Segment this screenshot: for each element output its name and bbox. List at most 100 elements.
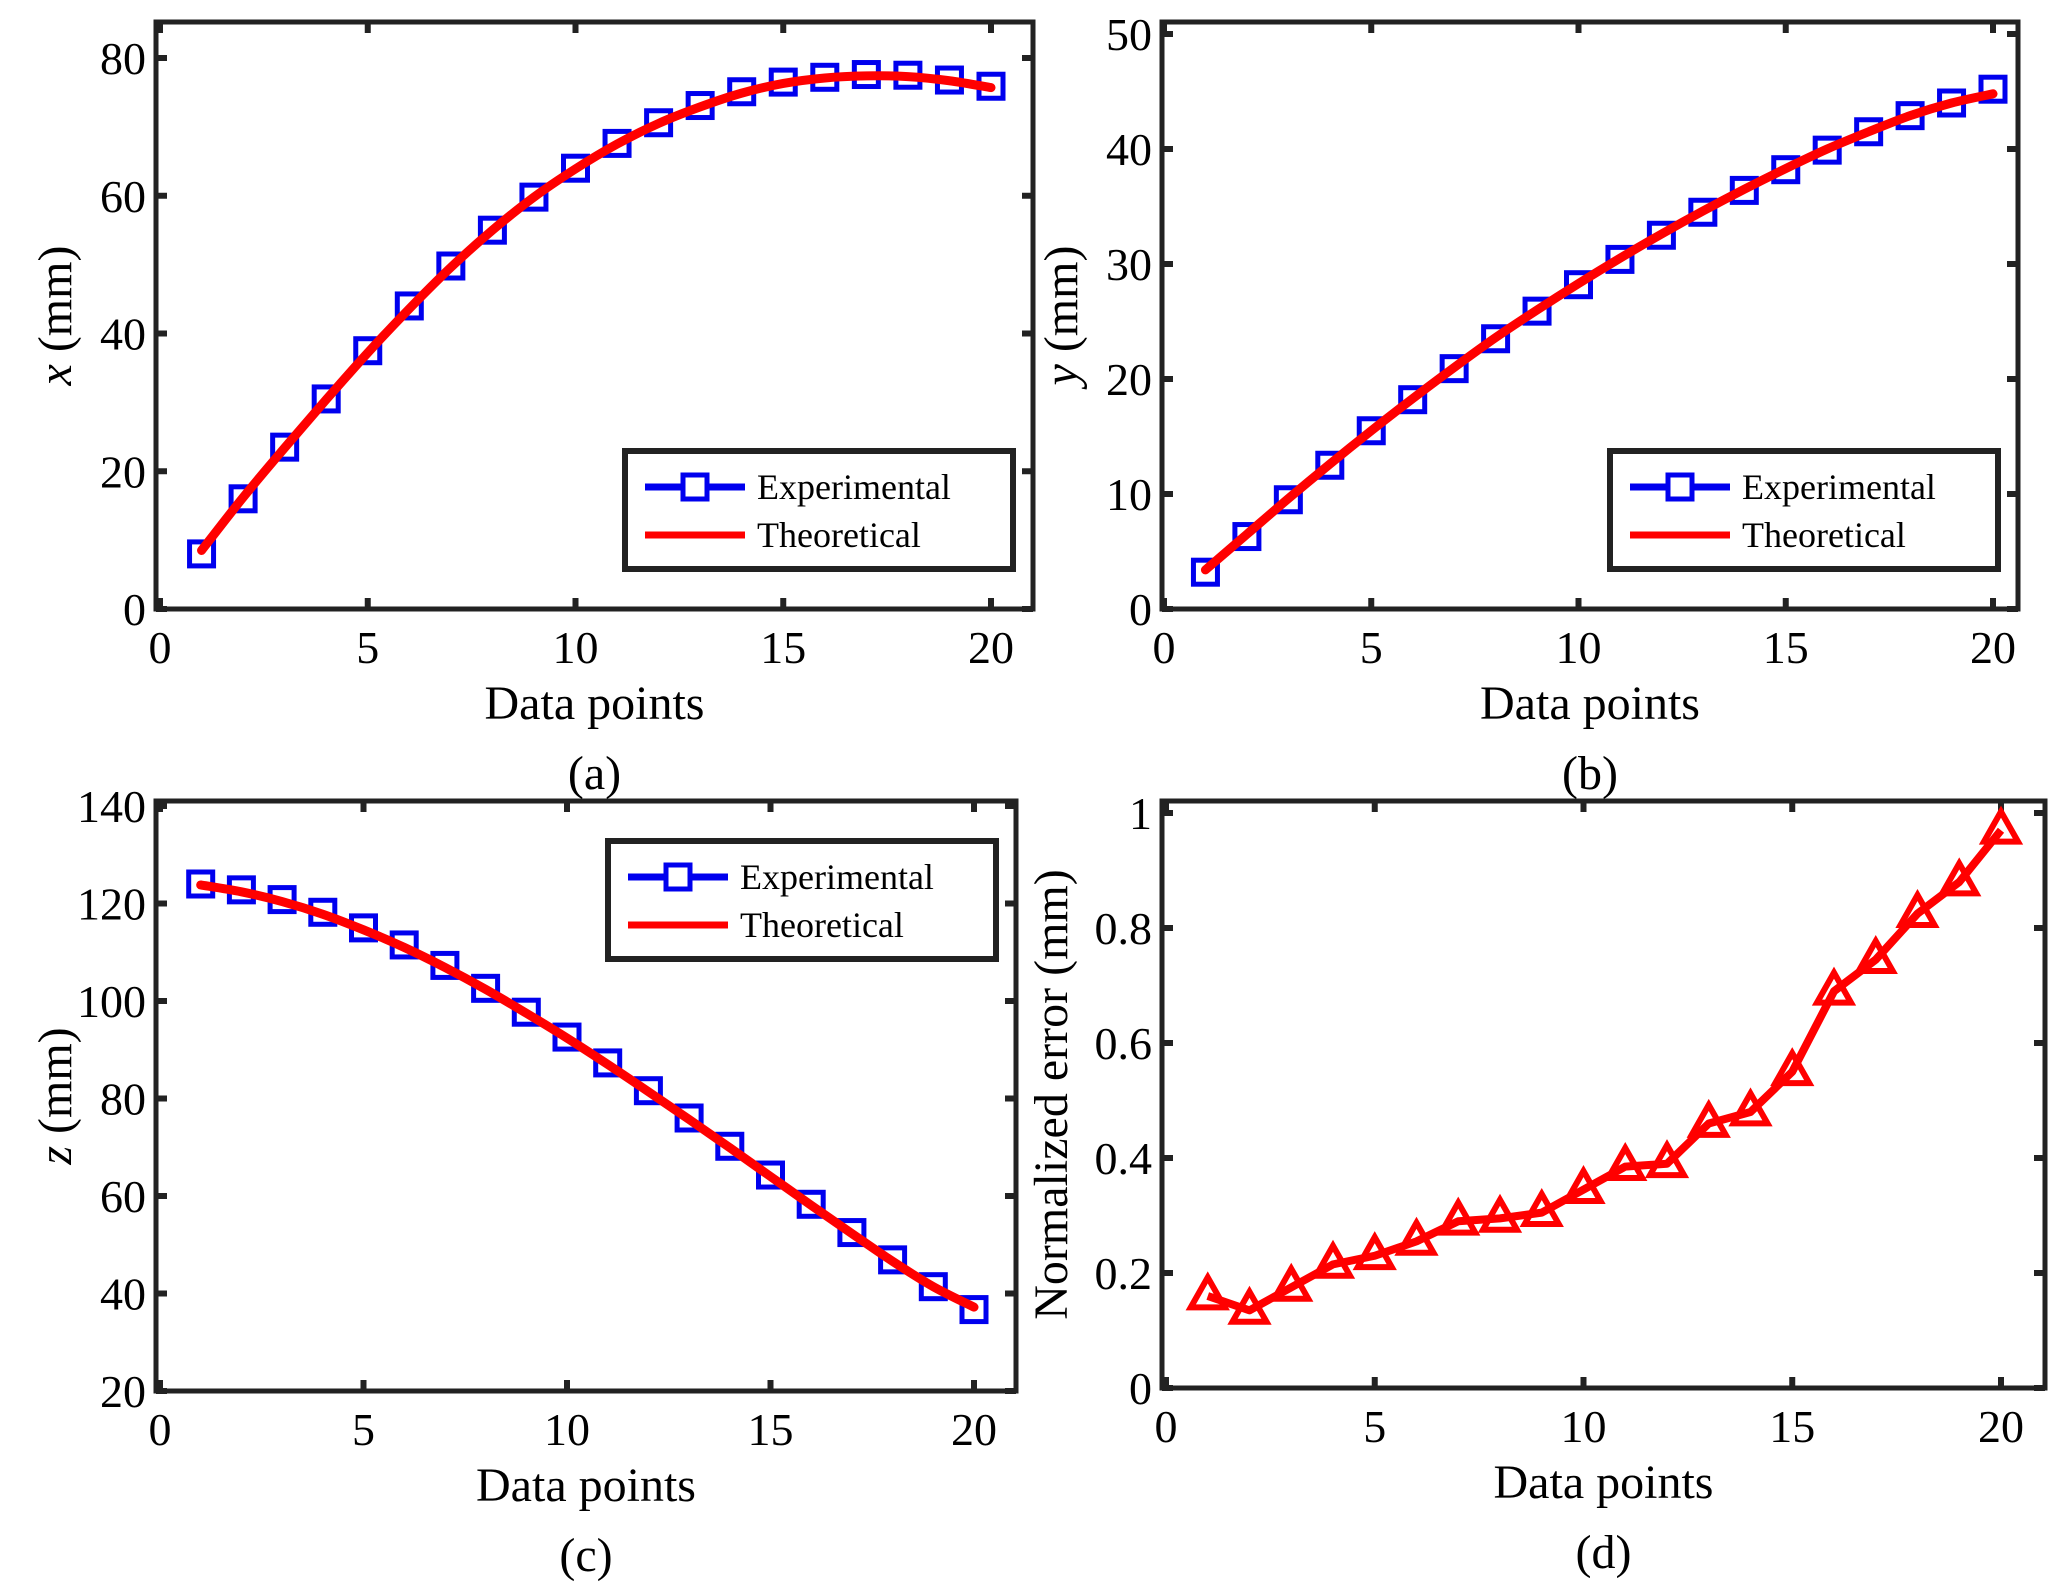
y-tick-label: 100 xyxy=(77,976,146,1027)
y-tick-label: 10 xyxy=(1106,469,1152,520)
x-axis-label: Data points xyxy=(476,1459,696,1512)
axes-frame xyxy=(153,19,1036,612)
x-tick-label: 20 xyxy=(951,1404,997,1455)
x-tick-label: 10 xyxy=(544,1404,590,1455)
legend-theoretical-label: Theoretical xyxy=(740,905,904,945)
error-point xyxy=(1644,1139,1690,1179)
y-tick-label: 80 xyxy=(100,1074,146,1125)
experimental-point xyxy=(1978,74,2008,104)
y-axis-label: Normalized error (mm) xyxy=(1025,869,1078,1319)
experimental-point xyxy=(602,128,632,158)
y-tick-label: 140 xyxy=(77,781,146,832)
legend-theoretical-label: Theoretical xyxy=(757,515,921,555)
panel-label: (c) xyxy=(559,1529,612,1582)
y-tick-label: 0 xyxy=(123,584,146,635)
experimental-point xyxy=(270,432,300,462)
x-tick-label: 0 xyxy=(1153,622,1176,673)
legend: Experimental Theoretical xyxy=(622,448,1016,572)
y-axis-unit: Normalized error (mm) xyxy=(1025,869,1078,1319)
theoretical-line xyxy=(1200,89,1998,575)
panel-label: (b) xyxy=(1562,747,1618,800)
x-tick-label: 10 xyxy=(1556,622,1602,673)
error-point xyxy=(1895,888,1940,929)
experimental-point xyxy=(477,215,507,245)
series-theoretical xyxy=(197,71,996,555)
x-tick-label: 5 xyxy=(1363,1401,1386,1452)
experimental-point xyxy=(228,484,258,514)
error-point xyxy=(1227,1285,1272,1325)
y-axis-unit: (mm) xyxy=(1035,246,1088,365)
error-point xyxy=(1269,1262,1314,1302)
x-tick-label: 20 xyxy=(1970,622,2016,673)
experimental-point xyxy=(1439,354,1469,384)
y-tick-label: 0.6 xyxy=(1095,1018,1153,1069)
error-point xyxy=(1686,1098,1731,1138)
y-axis-variable: x xyxy=(29,364,82,386)
experimental-point xyxy=(633,1076,663,1106)
y-axis-label: x (mm) xyxy=(29,246,82,387)
x-tick-label: 15 xyxy=(760,622,806,673)
y-axis-label: y (mm) xyxy=(1035,246,1088,391)
experimental-point xyxy=(593,1048,623,1078)
y-tick-label: 60 xyxy=(100,171,146,222)
error-point xyxy=(1477,1193,1523,1233)
x-tick-label: 5 xyxy=(1360,622,1383,673)
x-tick-label: 0 xyxy=(1155,1401,1178,1452)
experimental-point xyxy=(715,1131,745,1161)
y-tick-label: 80 xyxy=(100,33,146,84)
experimental-point xyxy=(436,251,466,281)
error-point xyxy=(1728,1087,1773,1127)
y-tick-label: 0 xyxy=(1129,584,1152,635)
experimental-point xyxy=(519,182,549,212)
error-point xyxy=(1185,1271,1230,1311)
experimental-point xyxy=(1481,324,1511,354)
error-point xyxy=(1352,1231,1397,1271)
experimental-point xyxy=(187,539,217,569)
legend: Experimental Theoretical xyxy=(605,838,999,962)
experimental-point xyxy=(1315,450,1345,480)
x-tick-label: 0 xyxy=(149,1404,172,1455)
panel-a: 0 5 10 15 20 0 20 40 60 80 Data points (a) x (mm) Exp… xyxy=(29,19,1036,800)
axes-frame xyxy=(1159,19,2021,612)
y-tick-label: 40 xyxy=(100,309,146,360)
error-point xyxy=(1561,1164,1606,1205)
experimental-point xyxy=(353,336,383,366)
y-tick-label: 20 xyxy=(100,446,146,497)
error-point xyxy=(1937,857,1982,897)
x-axis-label: Data points xyxy=(1494,1456,1714,1509)
experimental-point xyxy=(511,997,541,1027)
panel-c: 0 5 10 15 20 20 40 60 80 100 120 140 Data points (c) z… xyxy=(29,781,1019,1582)
y-tick-label: 50 xyxy=(1106,9,1152,60)
experimental-point xyxy=(1564,270,1593,300)
y-tick-label: 0 xyxy=(1129,1363,1152,1414)
error-line xyxy=(1206,827,2005,1315)
y-tick-label: 0.4 xyxy=(1095,1133,1153,1184)
y-axis-variable: z xyxy=(29,1146,82,1166)
experimental-point xyxy=(756,1160,785,1190)
x-tick-label: 0 xyxy=(149,622,172,673)
panel-b: 0 5 10 15 20 0 10 20 30 40 50 Data points (b) y (mm) E… xyxy=(1035,9,2021,800)
experimental-point xyxy=(878,1245,908,1275)
x-tick-label: 15 xyxy=(748,1404,794,1455)
experimental-point xyxy=(1646,220,1676,250)
panel-d: 0 5 10 15 20 0 0.2 0.4 0.6 0.8 1 Data points (d) Norm… xyxy=(1025,788,2048,1579)
legend-theoretical-label: Theoretical xyxy=(1742,515,1906,555)
experimental-point xyxy=(1688,197,1718,227)
error-point xyxy=(1603,1141,1648,1182)
y-axis-unit: (mm) xyxy=(29,1027,82,1146)
y-axis-variable: y xyxy=(1035,363,1088,390)
legend: Experimental Theoretical xyxy=(1607,448,2001,572)
y-tick-label: 30 xyxy=(1106,239,1152,290)
x-tick-label: 10 xyxy=(1561,1401,1607,1452)
x-tick-label: 5 xyxy=(352,1404,375,1455)
experimental-point xyxy=(471,973,501,1003)
legend-experimental-marker xyxy=(1665,472,1695,502)
legend-experimental-marker xyxy=(680,472,710,502)
series-theoretical xyxy=(196,880,979,1312)
x-tick-label: 15 xyxy=(1763,622,1809,673)
theoretical-line xyxy=(197,71,996,555)
error-point xyxy=(1310,1239,1356,1279)
error-point xyxy=(1811,966,1857,1006)
y-tick-label: 40 xyxy=(1106,124,1152,175)
